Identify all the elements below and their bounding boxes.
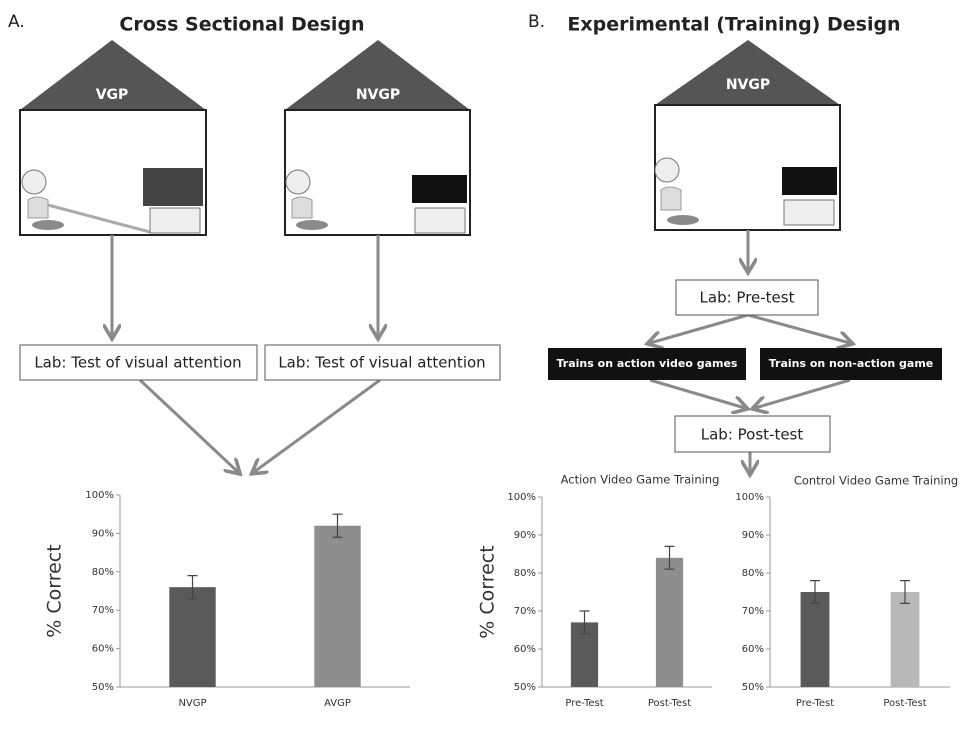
panel-title: Experimental (Training) Design	[567, 14, 900, 36]
y-tick-label: 100%	[85, 490, 114, 501]
y-tick-label: 70%	[92, 605, 114, 616]
y-tick-label: 80%	[742, 568, 764, 579]
house: VGP	[20, 40, 206, 235]
house-label: VGP	[96, 87, 129, 103]
x-tick-label: Post-Test	[648, 698, 691, 709]
y-axis-label: % Correct	[44, 544, 66, 637]
y-tick-label: 70%	[742, 606, 764, 617]
panel-title: Cross Sectional Design	[119, 14, 364, 36]
training-label: Trains on non-action game	[769, 357, 934, 370]
box-label: Lab: Post-test	[701, 426, 804, 444]
box-label: Lab: Pre-test	[700, 289, 795, 307]
box-label: Lab: Test of visual attention	[278, 354, 485, 372]
bar	[656, 558, 683, 687]
y-tick-label: 100%	[507, 492, 536, 503]
chart-title: Control Video Game Training	[794, 474, 958, 488]
y-tick-label: 60%	[742, 644, 764, 655]
panel-letter: A.	[8, 12, 25, 32]
bar	[314, 526, 360, 687]
house: NVGP	[285, 40, 470, 235]
y-tick-label: 80%	[92, 567, 114, 578]
y-tick-label: 90%	[92, 528, 114, 539]
x-tick-label: Post-Test	[883, 698, 926, 709]
x-tick-label: Pre-Test	[796, 698, 834, 709]
house: NVGP	[655, 40, 840, 230]
y-tick-label: 50%	[92, 682, 114, 693]
house-label: NVGP	[356, 87, 400, 103]
training-label: Trains on action video games	[557, 357, 738, 370]
panel-letter: B.	[528, 12, 545, 32]
bar	[169, 587, 215, 687]
y-tick-label: 50%	[514, 682, 536, 693]
bar	[891, 592, 920, 687]
figure: A. Cross Sectional Design B. Experimenta…	[0, 0, 966, 734]
house-label: NVGP	[726, 77, 770, 93]
y-tick-label: 70%	[514, 606, 536, 617]
y-tick-label: 90%	[514, 530, 536, 541]
y-tick-label: 60%	[92, 644, 114, 655]
y-axis-label: % Correct	[477, 545, 499, 638]
y-tick-label: 50%	[742, 682, 764, 693]
chart-title: Action Video Game Training	[561, 473, 720, 487]
y-tick-label: 100%	[735, 492, 764, 503]
y-tick-label: 80%	[514, 568, 536, 579]
x-tick-label: Pre-Test	[565, 698, 603, 709]
box-label: Lab: Test of visual attention	[34, 354, 241, 372]
bar	[801, 592, 830, 687]
x-tick-label: AVGP	[324, 698, 351, 709]
y-tick-label: 90%	[742, 530, 764, 541]
x-tick-label: NVGP	[178, 698, 206, 709]
y-tick-label: 60%	[514, 644, 536, 655]
